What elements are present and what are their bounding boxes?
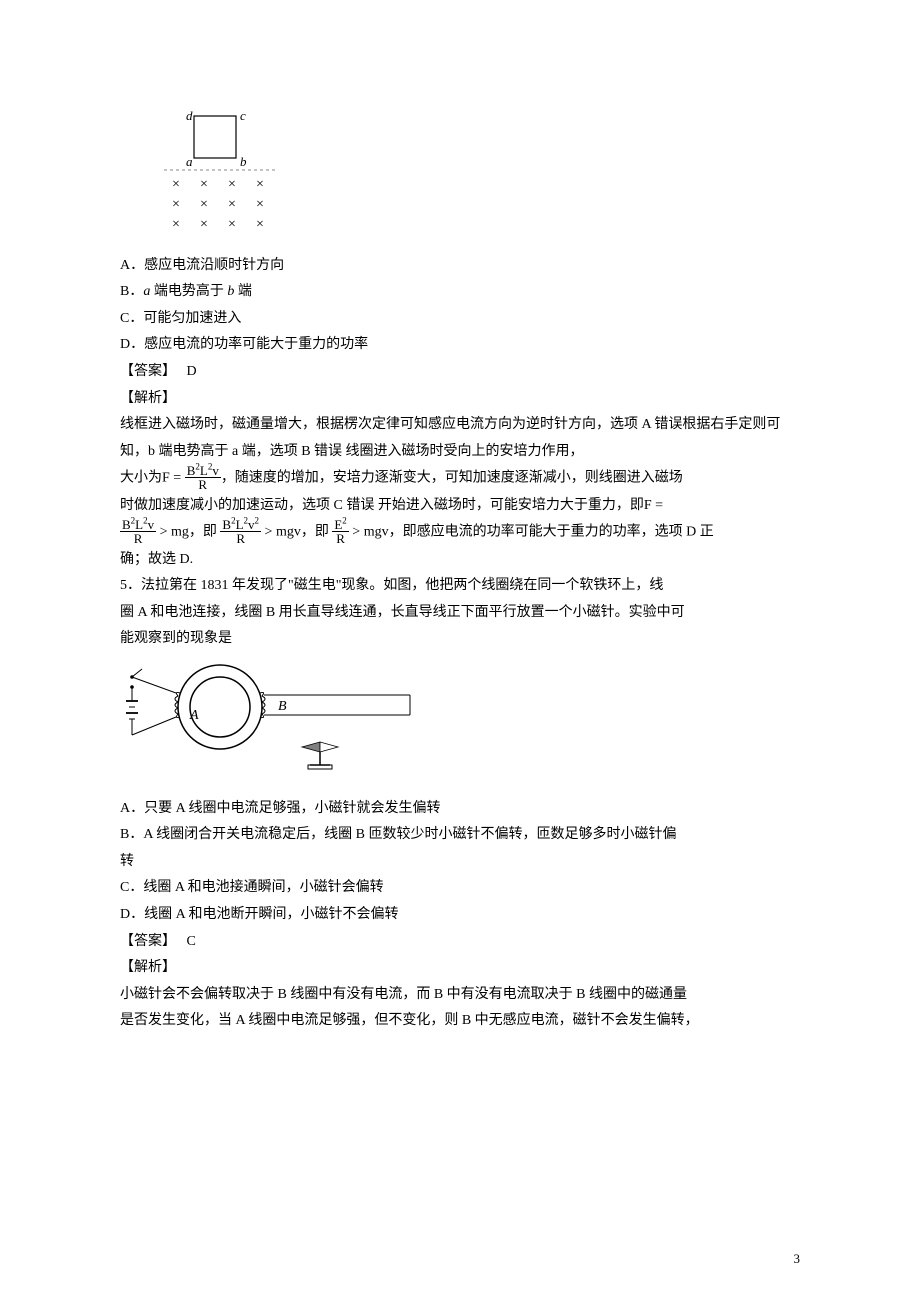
- page-number: 3: [794, 1247, 801, 1272]
- fraction-e2-r: E2 R: [332, 518, 348, 545]
- svg-text:×: ×: [172, 177, 180, 192]
- svg-text:×: ×: [200, 197, 208, 212]
- label-a: a: [186, 154, 193, 169]
- q5-stem-a: 5．法拉第在 1831 年发现了"磁生电"现象。如图，他把两个线圈绕在同一个软铁…: [120, 573, 800, 600]
- fraction-blv-r-2: B2L2v R: [120, 518, 156, 545]
- q4-option-c: C．可能匀加速进入: [120, 306, 800, 333]
- q4-analysis-label: 【解析】: [120, 386, 800, 413]
- svg-text:×: ×: [228, 197, 236, 212]
- svg-text:×: ×: [256, 217, 264, 232]
- q4-analysis-p2: 大小为F = B2L2v R ，随速度的增加，安培力逐渐变大，可知加速度逐渐减小…: [120, 465, 800, 492]
- q4-analysis-p3: 时做加速度减小的加速运动，选项 C 错误 开始进入磁场时，可能安培力大于重力，即…: [120, 493, 800, 520]
- label-d: d: [186, 108, 193, 123]
- page: d c a b × × × × × × × × × × × × A．感应电流沿顺时针方向 B．a …: [0, 0, 920, 1302]
- label-c: c: [240, 108, 246, 123]
- q5-answer: 【答案】 C: [120, 929, 800, 956]
- q4-analysis-p1: 线框进入磁场时，磁通量增大，根据楞次定律可知感应电流方向为逆时针方向，选项 A …: [120, 412, 800, 465]
- q5-analysis-p1: 小磁针会不会偏转取决于 B 线圈中有没有电流，而 B 中有没有电流取决于 B 线…: [120, 982, 800, 1009]
- q4-option-d: D．感应电流的功率可能大于重力的功率: [120, 332, 800, 359]
- figure-q5: A B: [120, 657, 800, 788]
- svg-text:×: ×: [228, 177, 236, 192]
- q5-stem-b: 圈 A 和电池连接，线圈 B 用长直导线连通，长直导线正下面平行放置一个小磁针。…: [120, 600, 800, 627]
- figure-q4: d c a b × × × × × × × × × × × ×: [156, 104, 800, 245]
- svg-text:×: ×: [172, 197, 180, 212]
- q4-analysis-p5: 确；故选 D.: [120, 547, 800, 574]
- svg-text:×: ×: [256, 177, 264, 192]
- q5-option-b-line2: 转: [120, 849, 800, 876]
- label-A: A: [189, 708, 199, 723]
- svg-text:×: ×: [200, 217, 208, 232]
- svg-text:×: ×: [200, 177, 208, 192]
- q5-stem-c: 能观察到的现象是: [120, 626, 800, 653]
- svg-text:×: ×: [172, 217, 180, 232]
- q5-option-b-line1: B．A 线圈闭合开关电流稳定后，线圈 B 匝数较少时小磁针不偏转，匝数足够多时小…: [120, 822, 800, 849]
- svg-text:×: ×: [256, 197, 264, 212]
- q5-option-c: C．线圈 A 和电池接通瞬间，小磁针会偏转: [120, 875, 800, 902]
- svg-text:×: ×: [228, 217, 236, 232]
- q4-option-a: A．感应电流沿顺时针方向: [120, 253, 800, 280]
- fraction-blv-r: B2L2v R: [185, 464, 221, 491]
- q5-analysis-p2: 是否发生变化，当 A 线圈中电流足够强，但不变化，则 B 中无感应电流，磁针不会…: [120, 1008, 800, 1035]
- q5-analysis-label: 【解析】: [120, 955, 800, 982]
- label-B: B: [278, 699, 287, 714]
- label-b: b: [240, 154, 247, 169]
- fraction-blv2-r: B2L2v2 R: [220, 518, 261, 545]
- q4-answer: 【答案】 D: [120, 359, 800, 386]
- q4-analysis-p4: B2L2v R > mg，即 B2L2v2 R > mgv，即 E2 R > m…: [120, 519, 800, 546]
- q4-option-b: B．a 端电势高于 b 端: [120, 279, 800, 306]
- q5-option-a: A．只要 A 线圈中电流足够强，小磁针就会发生偏转: [120, 796, 800, 823]
- q5-option-d: D．线圈 A 和电池断开瞬间，小磁针不会偏转: [120, 902, 800, 929]
